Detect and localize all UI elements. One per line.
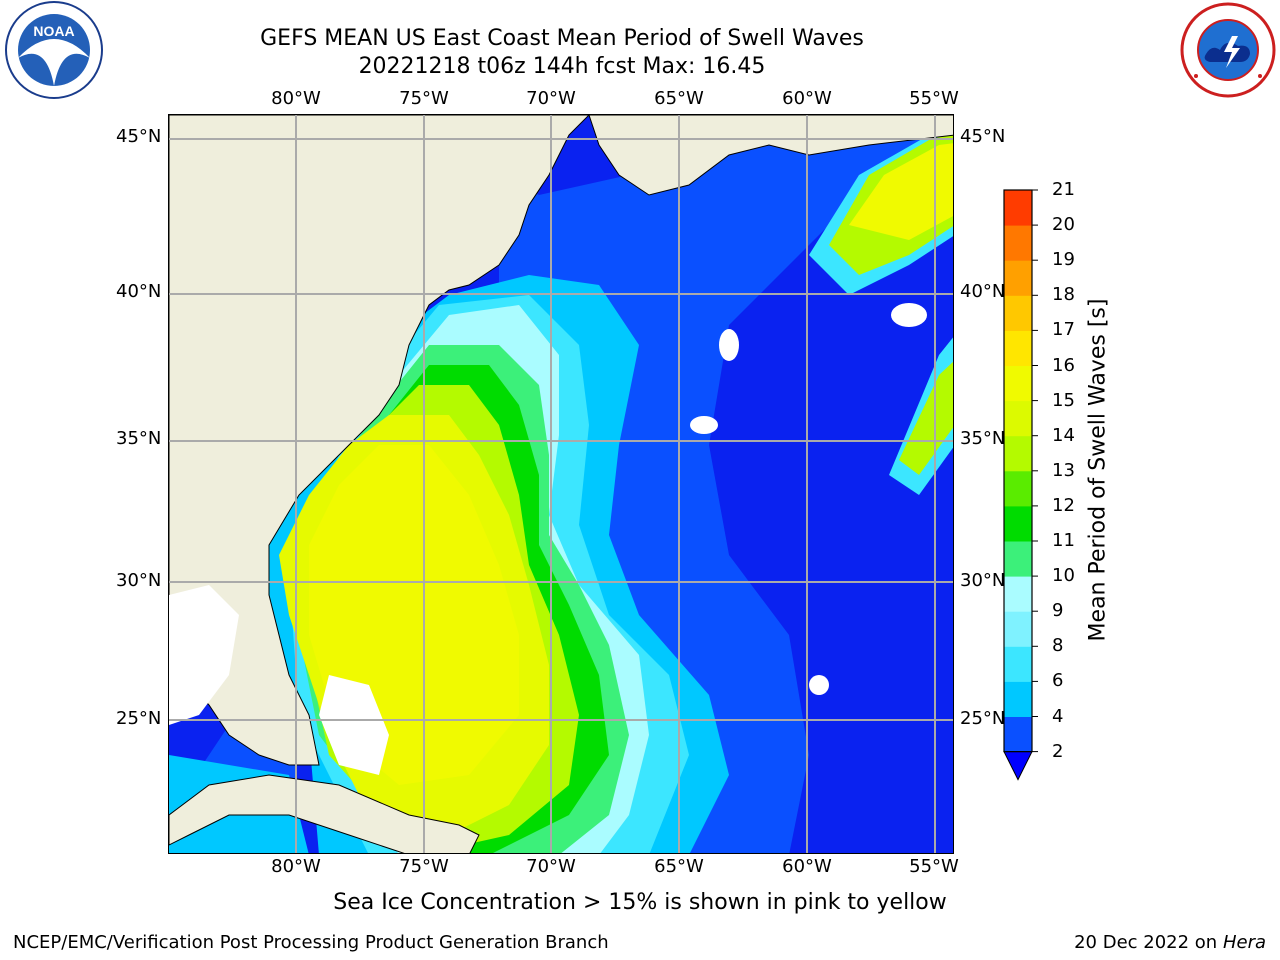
colorbar-tick-label: 14 (1052, 424, 1075, 446)
colorbar-tick-label: 9 (1052, 600, 1064, 622)
colorbar-segment (1004, 365, 1032, 402)
colorbar-tick-label: 11 (1052, 530, 1075, 551)
colorbar-segment (1004, 190, 1032, 226)
colorbar-segment (1004, 611, 1032, 647)
colorbar-tick-label: 15 (1052, 389, 1075, 411)
colorbar-segment (1004, 576, 1032, 612)
lat-label-right: 40°N (960, 281, 1006, 302)
swell-tongue-east (899, 361, 953, 475)
lon-label-top: 65°W (654, 88, 704, 109)
graticule (169, 115, 953, 853)
no-data-island (809, 675, 829, 695)
sea-ice-caption: Sea Ice Concentration > 15% is shown in … (333, 890, 947, 915)
colorbar-tick-label: 21 (1052, 179, 1075, 200)
lon-label-top: 70°W (526, 88, 576, 109)
land-us-east-coast (169, 115, 590, 766)
lat-label-right: 30°N (960, 570, 1006, 591)
lat-label-right: 35°N (960, 428, 1006, 449)
map-title: GEFS MEAN US East Coast Mean Period of S… (260, 26, 864, 51)
lon-label-bottom: 55°W (909, 856, 959, 877)
colorbar-segment (1004, 646, 1032, 682)
colorbar-segment (1004, 225, 1032, 261)
footer-credit: NCEP/EMC/Verification Post Processing Pr… (13, 932, 609, 953)
colorbar-segment (1004, 400, 1032, 437)
colorbar-segment (1004, 260, 1032, 296)
lon-label-bottom: 75°W (399, 856, 449, 877)
colorbar-tick-label: 17 (1052, 319, 1075, 341)
footer-date: 20 Dec 2022 on Hera (1074, 932, 1266, 953)
colorbar-segment (1004, 681, 1032, 717)
colorbar-tick-label: 20 (1052, 214, 1075, 236)
colorbar-tick-label: 10 (1052, 565, 1075, 587)
colorbar-tick-label: 8 (1052, 635, 1064, 657)
noaa-logo-text: NOAA (33, 23, 74, 39)
lat-label-left: 30°N (116, 570, 162, 591)
lon-label-top: 55°W (909, 88, 959, 109)
colorbar-tick-label: 16 (1052, 354, 1075, 376)
colorbar-segment (1004, 541, 1032, 577)
lat-label-left: 40°N (116, 281, 162, 302)
map-subtitle: 20221218 t06z 144h fcst Max: 16.45 (358, 54, 766, 79)
no-data-island (719, 329, 739, 361)
lon-label-bottom: 70°W (526, 856, 576, 877)
footer-machine: Hera (1222, 932, 1266, 953)
swell-period-field (169, 115, 953, 853)
lon-label-top: 75°W (399, 88, 449, 109)
no-data-island (891, 303, 927, 327)
lon-label-top: 80°W (271, 88, 321, 109)
lat-label-right: 25°N (960, 708, 1006, 729)
colorbar-segment (1004, 295, 1032, 331)
colorbar-segment (1004, 716, 1032, 753)
lon-label-top: 60°W (782, 88, 832, 109)
footer-date-text: 20 Dec 2022 on (1074, 932, 1218, 953)
colorbar-segment (1004, 435, 1032, 472)
lat-label-left: 45°N (116, 126, 162, 147)
noaa-logo-icon: NOAA (5, 1, 103, 99)
lon-label-bottom: 60°W (782, 856, 832, 877)
no-data-bahamas (319, 675, 389, 775)
swell-tongue-north (849, 143, 953, 240)
colorbar-tick-label: 12 (1052, 494, 1075, 516)
colorbar-segment (1004, 470, 1032, 507)
map-panel (168, 114, 954, 854)
colorbar-extend-arrow (1003, 751, 1033, 781)
lon-label-bottom: 80°W (271, 856, 321, 877)
lat-label-left: 35°N (116, 428, 162, 449)
nws-logo-icon (1180, 2, 1276, 98)
colorbar-label: Mean Period of Swell Waves [s] (1085, 298, 1111, 642)
no-data-island (690, 416, 718, 434)
land-cuba (169, 774, 480, 853)
colorbar-tick-label: 13 (1052, 459, 1075, 481)
colorbar-tick-label: 19 (1052, 249, 1075, 271)
lat-label-right: 45°N (960, 126, 1006, 147)
colorbar-tick-label: 6 (1052, 670, 1064, 692)
colorbar-tick-label: 2 (1052, 740, 1064, 762)
colorbar-tick-label: 4 (1052, 705, 1064, 727)
lon-label-bottom: 65°W (654, 856, 704, 877)
colorbar-segment (1004, 330, 1032, 366)
colorbar-tick-label: 18 (1052, 284, 1075, 306)
colorbar (1003, 189, 1038, 781)
lat-label-left: 25°N (116, 708, 162, 729)
no-data-region (169, 585, 239, 725)
colorbar-segment (1004, 505, 1032, 542)
